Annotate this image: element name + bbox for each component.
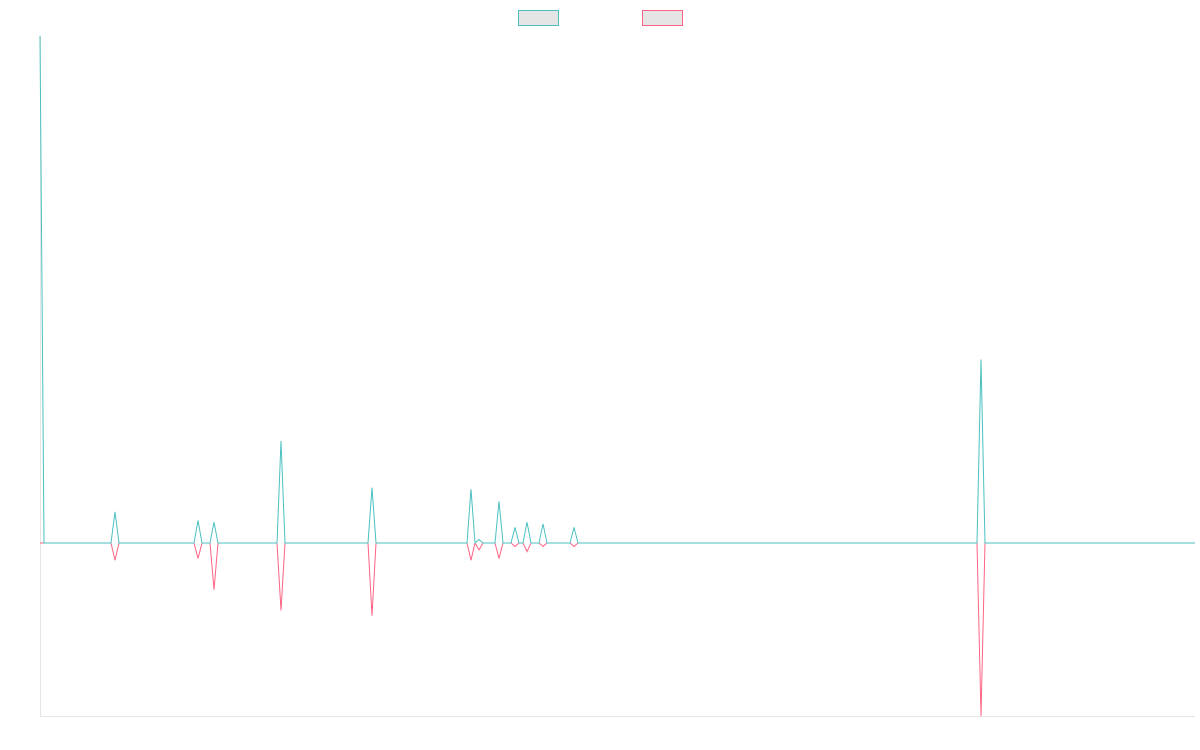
series-line bbox=[39, 35, 1195, 544]
legend-swatch bbox=[518, 10, 559, 26]
series-line bbox=[40, 541, 1195, 717]
legend-swatch bbox=[642, 10, 683, 26]
